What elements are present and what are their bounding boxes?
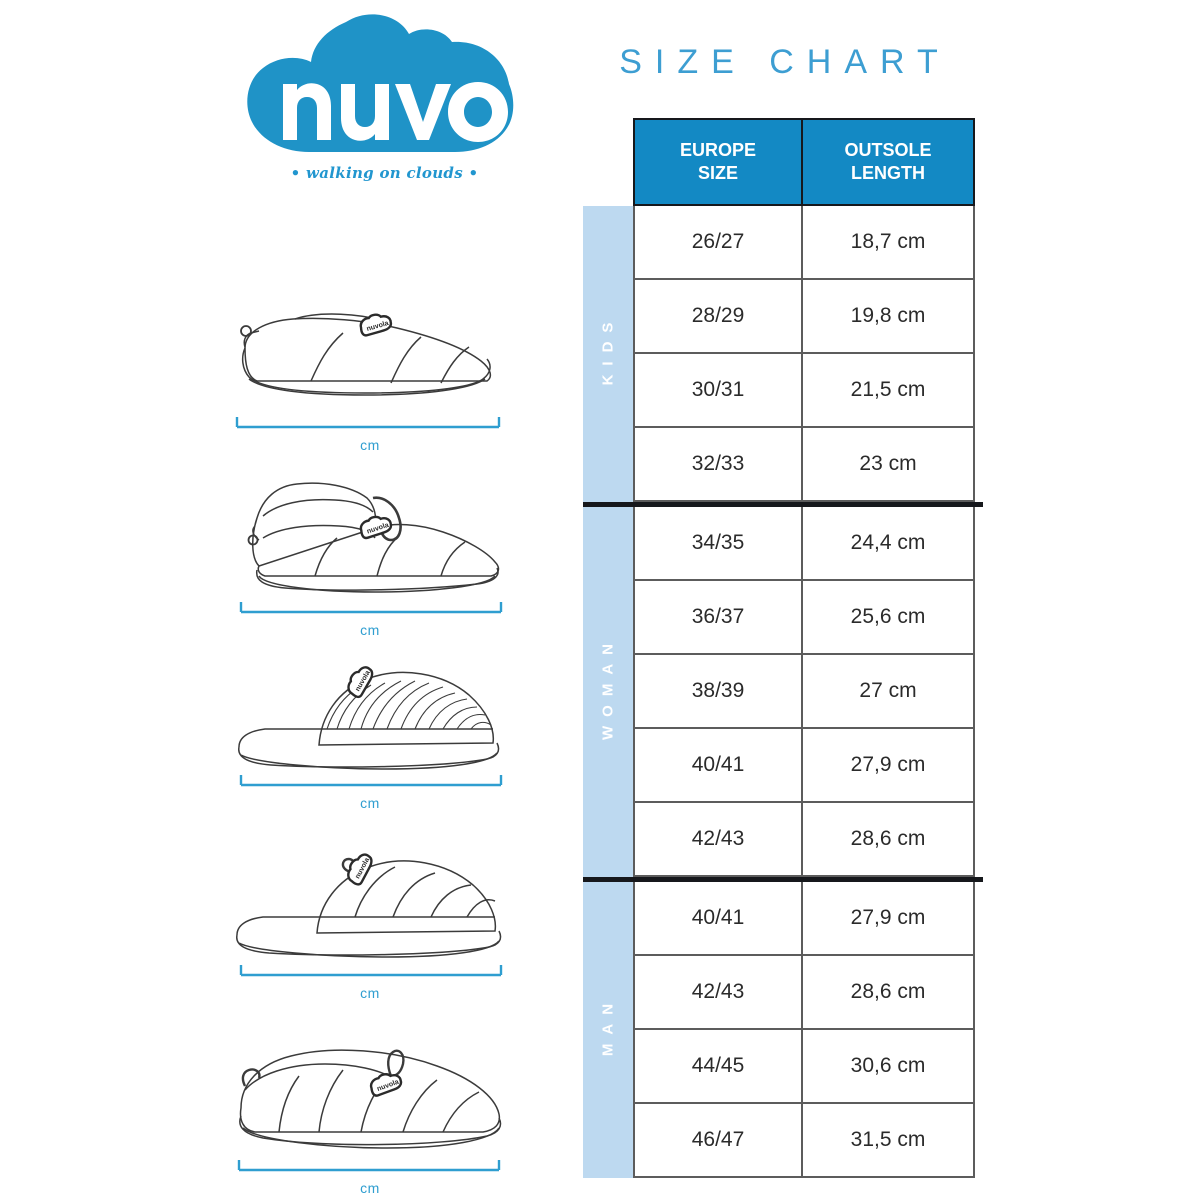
column-header-line1: OUTSOLE xyxy=(844,139,932,160)
brand-tagline: • walking on clouds • xyxy=(290,164,479,182)
table-row: 42/43 28,6 cm xyxy=(633,803,983,877)
cell-europe-size: 32/33 xyxy=(633,428,803,502)
bracket-icon xyxy=(239,965,503,977)
cell-outsole-length: 18,7 cm xyxy=(803,206,975,280)
cell-europe-size: 28/29 xyxy=(633,280,803,354)
bracket-icon xyxy=(239,775,503,787)
measurement-bracket: cm xyxy=(215,600,525,638)
measurement-bracket: cm xyxy=(215,1158,525,1196)
nuvola-cloud-logo-icon xyxy=(247,14,514,153)
table-row: 38/39 27 cm xyxy=(633,655,983,729)
table-row: 46/47 31,5 cm xyxy=(633,1104,983,1178)
cell-europe-size: 42/43 xyxy=(633,803,803,877)
measure-unit-label: cm xyxy=(360,795,380,811)
cell-outsole-length: 23 cm xyxy=(803,428,975,502)
section-tab-woman: WOMAN xyxy=(583,507,633,877)
cell-europe-size: 38/39 xyxy=(633,655,803,729)
cell-europe-size: 40/41 xyxy=(633,882,803,956)
cell-outsole-length: 27,9 cm xyxy=(803,882,975,956)
measurement-bracket: cm xyxy=(215,963,525,1001)
section-label: MAN xyxy=(599,994,617,1057)
table-row: 34/35 24,4 cm xyxy=(633,507,983,581)
table-row: 26/27 18,7 cm xyxy=(633,206,983,280)
low-slipper-with-drawcord-icon: nuvola xyxy=(240,313,492,396)
table-row: 32/33 23 cm xyxy=(633,428,983,502)
bracket-icon xyxy=(237,1160,501,1172)
section-tab-kids: KIDS xyxy=(583,206,633,502)
column-header-line2: SIZE xyxy=(697,163,738,183)
table-section-kids: KIDS 26/27 18,7 cm 28/29 19,8 cm 30/31 2… xyxy=(583,206,983,502)
cell-outsole-length: 27 cm xyxy=(803,655,975,729)
column-header-line1: EUROPE xyxy=(679,139,757,160)
table-row: 36/37 25,6 cm xyxy=(633,581,983,655)
cell-outsole-length: 28,6 cm xyxy=(803,956,975,1030)
cell-europe-size: 44/45 xyxy=(633,1030,803,1104)
illustration-low-slipper: nuvola cm xyxy=(215,295,525,453)
column-header-outsole-length: OUTSOLE LENGTH xyxy=(803,118,975,206)
column-header-line2: LENGTH xyxy=(850,163,925,183)
cell-outsole-length: 30,6 cm xyxy=(803,1030,975,1104)
table-section-woman: WOMAN 34/35 24,4 cm 36/37 25,6 cm 38/39 … xyxy=(583,502,983,877)
cell-europe-size: 46/47 xyxy=(633,1104,803,1178)
page-title: SIZE CHART xyxy=(619,43,951,81)
section-rows: 40/41 27,9 cm 42/43 28,6 cm 44/45 30,6 c… xyxy=(633,882,983,1178)
illustration-ribbed-mule: nuvola cm xyxy=(215,655,525,811)
cell-outsole-length: 31,5 cm xyxy=(803,1104,975,1178)
measure-unit-label: cm xyxy=(360,622,380,638)
section-tab-man: MAN xyxy=(583,882,633,1178)
table-row: 30/31 21,5 cm xyxy=(633,354,983,428)
cell-europe-size: 42/43 xyxy=(633,956,803,1030)
cell-outsole-length: 19,8 cm xyxy=(803,280,975,354)
illustration-quilted-mule: nuvola cm xyxy=(215,845,525,1001)
ribbed-mule-slipper-icon: nuvola xyxy=(238,666,500,770)
table-row: 28/29 19,8 cm xyxy=(633,280,983,354)
measurement-bracket: cm xyxy=(215,773,525,811)
table-section-man: MAN 40/41 27,9 cm 42/43 28,6 cm 44/45 30… xyxy=(583,877,983,1178)
cell-europe-size: 30/31 xyxy=(633,354,803,428)
cell-europe-size: 40/41 xyxy=(633,729,803,803)
cell-outsole-length: 27,9 cm xyxy=(803,729,975,803)
brand-logo: • walking on clouds • xyxy=(243,12,526,197)
cell-europe-size: 36/37 xyxy=(633,581,803,655)
cell-outsole-length: 21,5 cm xyxy=(803,354,975,428)
table-row: 40/41 27,9 cm xyxy=(633,882,983,956)
measure-unit-label: cm xyxy=(360,985,380,1001)
quilted-clog-slipper-icon: nuvola xyxy=(239,1049,502,1149)
section-label: WOMAN xyxy=(599,635,617,740)
cell-outsole-length: 25,6 cm xyxy=(803,581,975,655)
section-rows: 34/35 24,4 cm 36/37 25,6 cm 38/39 27 cm … xyxy=(633,507,983,877)
bracket-icon xyxy=(239,602,503,614)
column-header-europe-size: EUROPE SIZE xyxy=(633,118,803,206)
quilted-mule-slipper-icon: nuvola xyxy=(236,853,502,958)
cell-europe-size: 26/27 xyxy=(633,206,803,280)
bracket-icon xyxy=(235,417,501,429)
table-row: 42/43 28,6 cm xyxy=(633,956,983,1030)
size-chart-table: EUROPE SIZE OUTSOLE LENGTH KIDS 26/27 18… xyxy=(583,118,983,1178)
table-row: 40/41 27,9 cm xyxy=(633,729,983,803)
illustrations-panel: • walking on clouds • nuvola xyxy=(0,0,575,1200)
section-label: KIDS xyxy=(599,313,617,386)
measure-unit-label: cm xyxy=(360,1180,380,1196)
table-header-row: EUROPE SIZE OUTSOLE LENGTH xyxy=(633,118,983,206)
high-top-boot-slipper-icon: nuvola xyxy=(247,482,500,593)
section-rows: 26/27 18,7 cm 28/29 19,8 cm 30/31 21,5 c… xyxy=(633,206,983,502)
illustration-quilted-clog: nuvola cm xyxy=(215,1030,525,1196)
cell-outsole-length: 28,6 cm xyxy=(803,803,975,877)
measure-unit-label: cm xyxy=(360,437,380,453)
cell-outsole-length: 24,4 cm xyxy=(803,507,975,581)
size-chart-panel: SIZE CHART EUROPE SIZE OUTSOLE LENGTH KI… xyxy=(575,0,1200,1200)
table-row: 44/45 30,6 cm xyxy=(633,1030,983,1104)
measurement-bracket: cm xyxy=(215,415,525,453)
cell-europe-size: 34/35 xyxy=(633,507,803,581)
illustration-high-top-boot: nuvola cm xyxy=(215,470,525,638)
